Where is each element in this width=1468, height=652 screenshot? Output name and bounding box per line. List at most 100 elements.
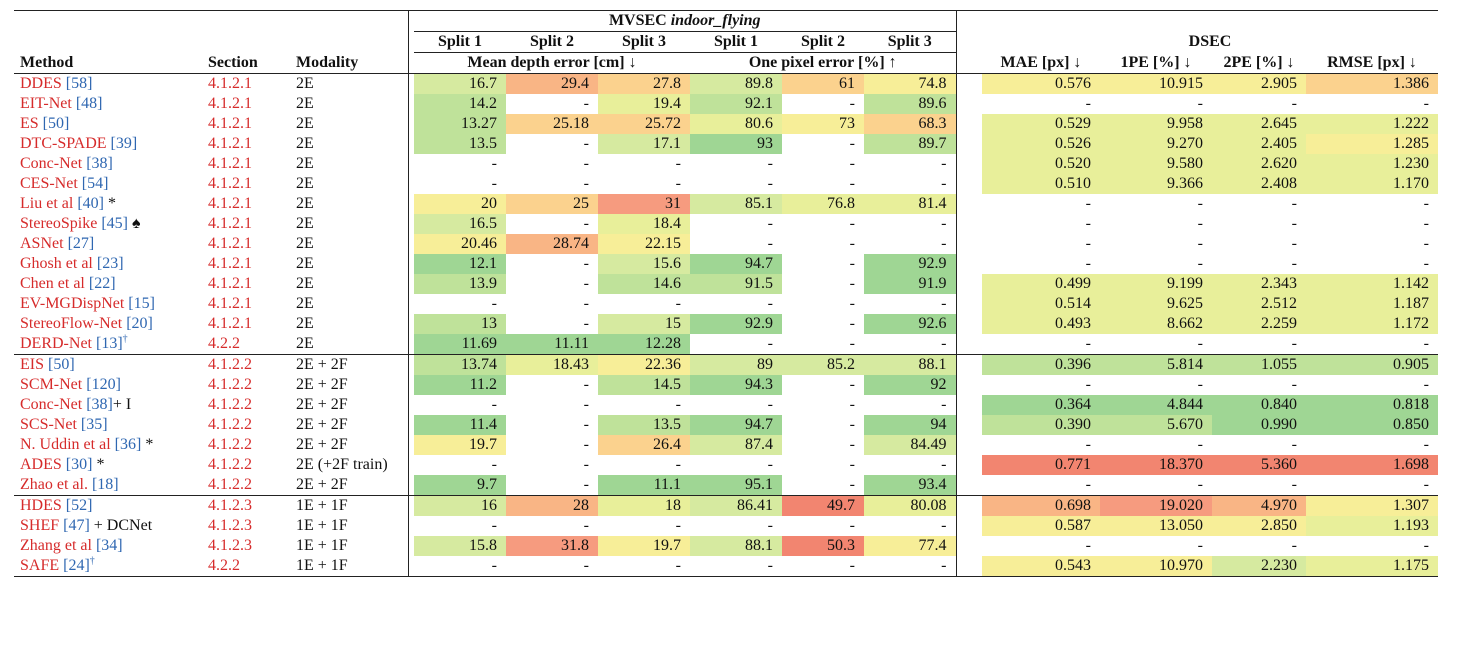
value-cell: 0.771 xyxy=(982,455,1100,475)
value-cell: 8.662 xyxy=(1100,314,1212,334)
modality-cell: 1E + 1F xyxy=(296,517,348,534)
value-cell: 16 xyxy=(414,495,506,516)
section-cell: 4.1.2.1 xyxy=(202,73,290,94)
value-cell: 9.580 xyxy=(1100,154,1212,174)
section-cell: 4.1.2.1 xyxy=(208,295,252,312)
value-cell: 89 xyxy=(690,354,782,375)
table-body: DDES [58] 4.1.2.1 2E 16.7 29.4 27.8 89.8 61 74.8… xyxy=(14,73,1438,577)
value-cell: 11.69 xyxy=(414,334,506,355)
method-name: SHEF xyxy=(20,517,60,534)
value-cell: 13.74 xyxy=(414,354,506,375)
value-cell: - xyxy=(675,396,681,413)
section-cell: 4.1.2.3 xyxy=(208,517,252,534)
value-cell: 13.9 xyxy=(414,274,506,294)
table-row: StereoFlow-Net [20] 4.1.2.1 2E 13-15 92.9-92… xyxy=(14,314,1438,334)
value-cell: - xyxy=(1085,255,1091,272)
value-cell: 0.514 xyxy=(982,294,1100,314)
section-cell: 4.1.2.2 xyxy=(208,396,252,413)
citation: [35] xyxy=(80,416,108,433)
vertical-separator xyxy=(955,314,982,334)
value-cell: - xyxy=(583,255,589,272)
value-cell: 9.270 xyxy=(1100,134,1212,154)
citation: [47] xyxy=(63,517,90,534)
value-cell: 9.366 xyxy=(1100,174,1212,194)
value-cell: 1.698 xyxy=(1306,455,1438,475)
value-cell: 87.4 xyxy=(690,435,782,455)
value-cell: 18.43 xyxy=(506,354,598,375)
split-header: Split 3 xyxy=(598,31,690,53)
citation: [34] xyxy=(95,537,123,554)
value-cell: - xyxy=(1085,436,1091,453)
value-cell: 25.18 xyxy=(506,114,598,134)
value-cell: - xyxy=(1423,376,1429,393)
value-cell: - xyxy=(864,556,956,577)
value-cell: 49.7 xyxy=(782,495,864,516)
method-annotation: * xyxy=(92,456,105,473)
value-cell: 0.905 xyxy=(1306,354,1438,375)
method-annotation: * xyxy=(103,195,116,212)
value-cell: - xyxy=(1197,476,1203,493)
value-cell: 28 xyxy=(506,495,598,516)
value-cell: 80.08 xyxy=(864,495,956,516)
method-annotation: ♠ xyxy=(127,215,141,232)
method-cell: CES-Net [54] xyxy=(14,174,202,194)
section-cell: 4.1.2.1 xyxy=(208,215,252,232)
modality-cell: 2E xyxy=(296,235,314,252)
value-cell: - xyxy=(767,175,773,192)
section-cell: 4.1.2.2 xyxy=(208,436,252,453)
value-cell: 1.187 xyxy=(1306,294,1438,314)
citation: [22] xyxy=(88,275,116,292)
method-cell: ASNet [27] xyxy=(14,234,202,254)
value-cell: - xyxy=(1085,215,1091,232)
value-cell: 19.7 xyxy=(598,536,690,556)
value-cell: 25 xyxy=(506,194,598,214)
value-cell: - xyxy=(583,295,589,312)
citation: [50] xyxy=(42,115,70,132)
citation: [58] xyxy=(65,75,93,92)
value-cell: - xyxy=(849,335,855,352)
modality-cell: 2E + 2F xyxy=(296,436,348,453)
method-name: StereoFlow-Net xyxy=(20,315,123,332)
value-cell: 28.74 xyxy=(506,234,598,254)
table-row: Zhang et al [34] 4.1.2.3 1E + 1F 15.8 31.8 19… xyxy=(14,536,1438,556)
vertical-separator xyxy=(407,314,414,334)
value-cell: - xyxy=(941,456,947,473)
method-cell: StereoFlow-Net [20] xyxy=(14,314,202,334)
value-cell: 14.6 xyxy=(598,274,690,294)
value-cell: - xyxy=(675,295,681,312)
value-cell: 9.7 xyxy=(414,475,506,496)
vertical-separator xyxy=(955,94,982,114)
value-cell: 14.5 xyxy=(598,375,690,395)
section-cell: 4.1.2.1 xyxy=(208,155,252,172)
method-cell: EIT-Net [48] xyxy=(14,94,202,114)
table-row: Liu et al [40] * 4.1.2.1 2E 20 25 31 85.1 76.8 8… xyxy=(14,194,1438,214)
value-cell: 0.587 xyxy=(982,516,1100,536)
vertical-separator xyxy=(407,415,414,435)
modality-cell: 2E xyxy=(296,275,314,292)
value-cell: - xyxy=(583,175,589,192)
value-cell: 0.529 xyxy=(982,114,1100,134)
vertical-separator xyxy=(407,194,414,214)
vertical-separator xyxy=(955,435,982,455)
value-cell: 1.285 xyxy=(1306,134,1438,154)
value-cell: 12.1 xyxy=(414,254,506,274)
modality-cell: 2E xyxy=(296,175,314,192)
table-row: DERD-Net [13]† 4.2.2 2E 11.69 11.11 12.28 - - - -… xyxy=(14,334,1438,355)
citation: [120] xyxy=(86,376,121,393)
value-cell: - xyxy=(675,456,681,473)
split-header: Split 1 xyxy=(414,31,506,53)
value-cell: - xyxy=(1085,335,1091,352)
split-header: Split 3 xyxy=(864,31,956,53)
vertical-separator xyxy=(955,556,982,577)
value-cell: - xyxy=(1197,335,1203,352)
value-cell: 2.645 xyxy=(1212,114,1306,134)
value-cell: - xyxy=(1291,235,1297,252)
table-row: DTC-SPADE [39] 4.1.2.1 2E 13.5-17.1 93-89.7 0… xyxy=(14,134,1438,154)
method-cell: DERD-Net [13]† xyxy=(14,334,202,355)
table-row: Ghosh et al [23] 4.1.2.1 2E 12.1-15.6 94.7-9… xyxy=(14,254,1438,274)
value-cell: - xyxy=(583,396,589,413)
method-name: EIS xyxy=(20,356,44,373)
method-name: EV-MGDispNet xyxy=(20,295,125,312)
method-name: DTC-SPADE xyxy=(20,135,107,152)
